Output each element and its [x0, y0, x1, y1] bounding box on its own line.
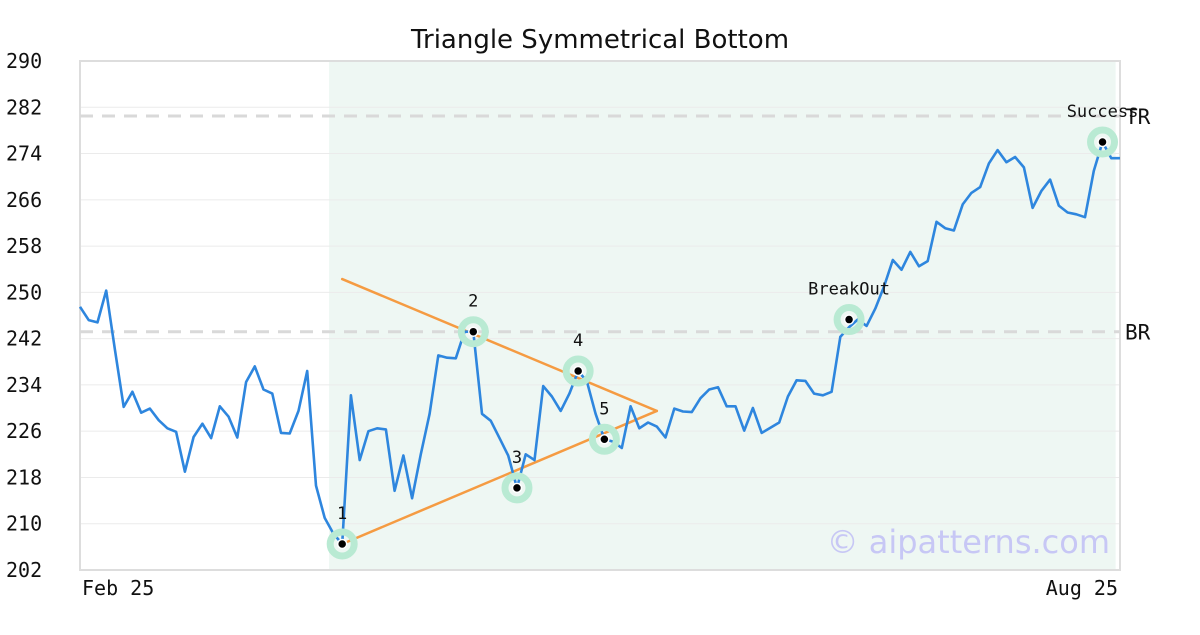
y-tick-label: 202 — [6, 558, 42, 582]
pattern-point-halo — [501, 472, 533, 504]
plot-frame — [79, 60, 1121, 571]
pattern-point-label: BreakOut — [808, 280, 890, 300]
pattern-point-halo — [588, 423, 620, 455]
triangle-upper-line — [340, 277, 659, 413]
x-tick-label: Aug 25 — [1046, 576, 1118, 600]
y-tick-label: 234 — [6, 373, 42, 397]
pattern-point-halo — [562, 355, 594, 387]
watermark: © aipatterns.com — [827, 523, 1110, 561]
y-tick-label: 218 — [6, 465, 42, 489]
chart-title: Triangle Symmetrical Bottom — [410, 25, 789, 55]
x-tick-label: Feb 25 — [82, 576, 154, 600]
pattern-point-halo — [326, 528, 358, 560]
y-tick-label: 282 — [6, 95, 42, 119]
pattern-point-label: 3 — [512, 448, 522, 468]
pattern-point — [336, 538, 348, 550]
pattern-point — [843, 314, 855, 325]
pattern-point-label: 5 — [599, 399, 609, 419]
y-tick-label: 242 — [6, 327, 42, 351]
y-tick-label: 210 — [6, 512, 42, 536]
y-tick-label: 226 — [6, 419, 42, 443]
pattern-point-halo — [457, 316, 489, 348]
y-tick-label: 258 — [6, 234, 42, 258]
pattern-point — [511, 482, 523, 494]
y-tick-label: 290 — [6, 49, 42, 73]
pattern-point-label: Success — [1067, 102, 1139, 122]
pattern-point-label: 4 — [573, 331, 583, 351]
y-tick-label: 274 — [6, 142, 42, 166]
pattern-point — [1097, 136, 1108, 148]
pattern-point-halo — [1087, 126, 1119, 158]
pattern-point — [572, 365, 584, 377]
pattern-point-label: 1 — [337, 504, 347, 524]
pattern-point — [599, 434, 610, 445]
reference-line-label: BR — [1125, 321, 1151, 345]
triangle-lower-line — [340, 409, 659, 546]
y-tick-label: 266 — [6, 188, 42, 212]
pattern-point-label: 2 — [468, 292, 478, 312]
y-tick-label: 250 — [6, 280, 42, 304]
highlight-zone — [329, 61, 1116, 570]
reference-line-label: TR — [1125, 105, 1151, 129]
pattern-point — [468, 326, 479, 337]
pattern-point-halo — [833, 304, 865, 336]
